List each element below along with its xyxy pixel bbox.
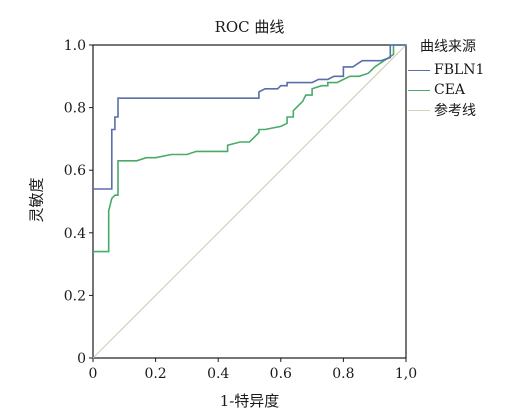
x-tick-label: 0.2	[144, 366, 166, 382]
cea-roc-line	[93, 44, 406, 253]
y-tick-label: 0.2	[64, 288, 86, 304]
y-tick-label: 1.0	[64, 38, 86, 54]
x-tick-label: 0.4	[207, 366, 229, 382]
x-tick-label: 0	[89, 366, 98, 382]
y-tick-label: 0	[77, 351, 86, 367]
x-axis-label: 1-特异度	[219, 392, 280, 410]
chart-title: ROC 曲线	[214, 18, 285, 36]
y-tick-label: 0.4	[64, 226, 86, 242]
legend-swatch-fbln1	[408, 69, 430, 71]
legend-item-reference: 参考线	[408, 100, 526, 120]
legend-label-cea: CEA	[434, 82, 466, 98]
legend-label-reference: 参考线	[434, 103, 476, 119]
x-tick-label: 0.6	[270, 366, 292, 382]
fbln1-roc-line	[93, 44, 406, 190]
x-tick-label: 1,0	[395, 366, 417, 382]
reference-line	[92, 44, 407, 359]
legend-item-fbln1: FBLN1	[408, 60, 526, 80]
legend-swatch-reference	[408, 109, 430, 111]
y-tick-label: 0.6	[64, 163, 86, 179]
legend: 曲线来源 FBLN1 CEA 参考线	[408, 36, 526, 120]
y-axis-label: 灵敏度	[27, 177, 46, 223]
legend-title: 曲线来源	[420, 39, 476, 55]
legend-label-fbln1: FBLN1	[434, 62, 485, 78]
x-tick-label: 0.8	[332, 366, 354, 382]
legend-item-cea: CEA	[408, 80, 526, 100]
legend-swatch-cea	[408, 89, 430, 91]
y-tick-label: 0.8	[64, 101, 86, 117]
